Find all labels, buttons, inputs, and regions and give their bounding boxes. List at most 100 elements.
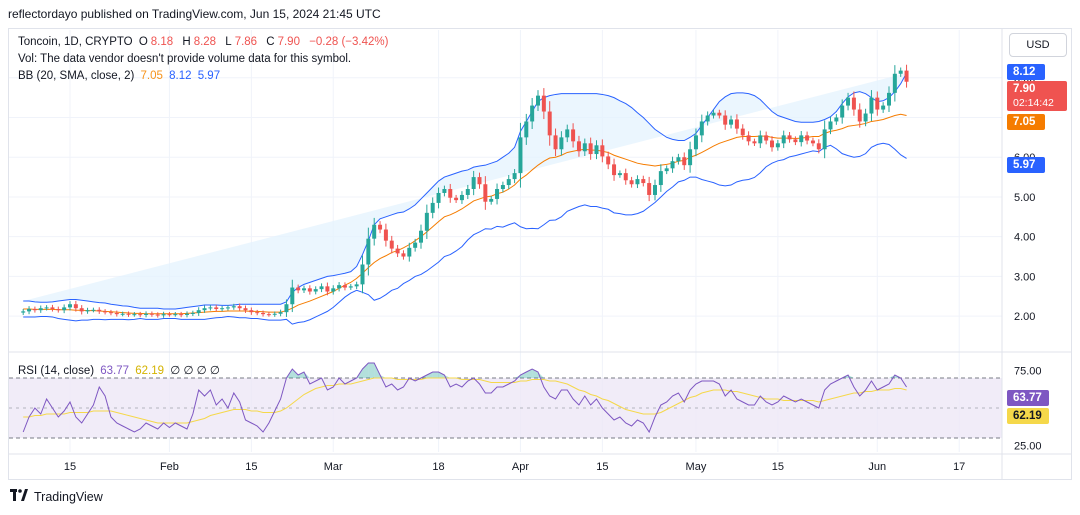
candle-body bbox=[413, 242, 418, 248]
bb-legend[interactable]: BB (20, SMA, close, 2) 7.05 8.12 5.97 bbox=[18, 70, 223, 82]
candle-body bbox=[676, 157, 681, 162]
bollinger-bands bbox=[23, 72, 907, 325]
candle-body bbox=[658, 171, 663, 186]
candle-body bbox=[68, 304, 72, 308]
candle-body bbox=[56, 308, 61, 311]
bb-lower-line bbox=[23, 142, 907, 325]
candle-body bbox=[834, 117, 839, 122]
candle-body bbox=[161, 314, 166, 316]
candle-body bbox=[582, 143, 587, 152]
candle-body bbox=[571, 129, 576, 142]
candle-body bbox=[155, 314, 160, 316]
candle-body bbox=[261, 312, 266, 315]
candle-body bbox=[32, 308, 37, 311]
time-tick-label: Jun bbox=[868, 461, 886, 473]
low-label: L bbox=[225, 36, 232, 48]
candle-body bbox=[875, 97, 880, 110]
rsi-pane bbox=[9, 362, 1002, 439]
candle-body bbox=[764, 135, 769, 141]
time-tick-label: Feb bbox=[160, 461, 179, 473]
candle-body bbox=[50, 307, 55, 309]
close-label: C bbox=[266, 36, 275, 48]
candle-body bbox=[664, 168, 669, 172]
bb-lower-price-tag: 5.97 bbox=[1007, 157, 1045, 173]
candle-body bbox=[892, 73, 897, 93]
candle-body bbox=[442, 189, 447, 193]
candle-body bbox=[810, 140, 815, 144]
candle-body bbox=[272, 313, 277, 315]
candle-body bbox=[541, 95, 546, 112]
price-tick-label: 4.00 bbox=[1014, 232, 1035, 244]
candle-body bbox=[454, 197, 459, 201]
bb-label: BB (20, SMA, close, 2) bbox=[18, 70, 135, 82]
candle-body bbox=[225, 307, 230, 309]
candle-body bbox=[190, 312, 195, 314]
candle-body bbox=[828, 121, 833, 130]
chart-frame[interactable] bbox=[8, 28, 1072, 480]
close-price-tag: 7.90 02:14:42 bbox=[1007, 81, 1067, 111]
close-value: 7.90 bbox=[277, 36, 300, 48]
candle-body bbox=[869, 97, 874, 114]
tradingview-logo[interactable]: TradingView bbox=[10, 489, 103, 504]
candle-body bbox=[208, 307, 213, 309]
candle-body bbox=[243, 308, 248, 311]
candle-body bbox=[670, 161, 675, 169]
candle-body bbox=[378, 224, 383, 230]
candle-body bbox=[337, 285, 342, 289]
tradingview-brand: TradingView bbox=[34, 489, 103, 504]
candle-body bbox=[401, 253, 406, 257]
high-value: 8.28 bbox=[193, 36, 217, 48]
candle-body bbox=[617, 173, 622, 176]
rsi-ma-value: 62.19 bbox=[135, 365, 165, 377]
candle-body bbox=[430, 202, 435, 213]
candle-body bbox=[647, 183, 652, 195]
time-tick-label: 17 bbox=[953, 461, 965, 473]
candle-body bbox=[126, 313, 131, 315]
candle-body bbox=[459, 194, 464, 201]
price-tick-label: 3.00 bbox=[1014, 271, 1035, 283]
candle-body bbox=[693, 135, 698, 150]
candle-body bbox=[495, 189, 500, 199]
candle-body bbox=[120, 313, 125, 315]
candle-body bbox=[682, 157, 687, 166]
candle-body bbox=[44, 307, 49, 309]
candle-body bbox=[623, 173, 628, 181]
candle-body bbox=[202, 308, 207, 311]
candle-body bbox=[594, 145, 599, 155]
candle-body bbox=[489, 198, 494, 202]
rsi-legend[interactable]: RSI (14, close) 63.77 62.19 ∅ ∅ ∅ ∅ bbox=[18, 363, 223, 377]
rsi-value: 63.77 bbox=[100, 365, 130, 377]
symbol-label[interactable]: Toncoin, 1D, CRYPTO bbox=[18, 36, 133, 48]
open-value: 8.18 bbox=[150, 36, 174, 48]
candle-body bbox=[173, 314, 178, 316]
candle-body bbox=[805, 135, 810, 141]
candle-body bbox=[746, 135, 751, 142]
candle-body bbox=[108, 312, 113, 314]
change-value: −0.28 (−3.42%) bbox=[309, 36, 389, 48]
candle-body bbox=[822, 129, 827, 150]
rsi-line bbox=[22, 362, 907, 434]
candle-body bbox=[138, 314, 143, 316]
candle-body bbox=[313, 289, 318, 292]
candle-body bbox=[249, 310, 254, 313]
candle-body bbox=[465, 189, 470, 195]
candle-body bbox=[407, 247, 412, 257]
rsi-overbought-fill bbox=[292, 369, 299, 378]
open-label: O bbox=[138, 36, 148, 48]
candle-body bbox=[600, 145, 605, 157]
currency-button[interactable]: USD bbox=[1009, 33, 1067, 57]
candle-body bbox=[758, 135, 763, 144]
time-tick-label: 15 bbox=[772, 461, 784, 473]
candle-body bbox=[851, 97, 856, 110]
candle-body bbox=[167, 314, 172, 316]
candles bbox=[21, 64, 909, 318]
candle-body bbox=[342, 285, 347, 288]
bb-fill bbox=[23, 72, 907, 309]
candle-body bbox=[389, 240, 394, 249]
time-tick-label: 15 bbox=[64, 461, 76, 473]
candle-body bbox=[629, 180, 634, 185]
candle-body bbox=[729, 119, 734, 125]
candle-body bbox=[846, 97, 851, 106]
